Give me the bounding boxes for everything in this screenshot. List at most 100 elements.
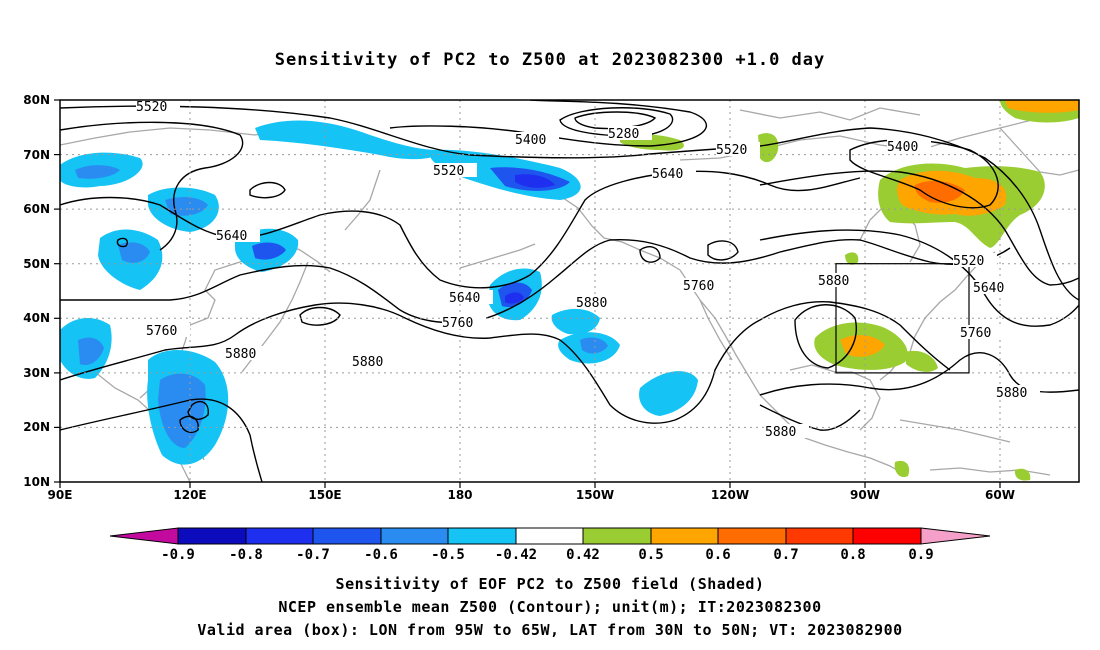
contour-label: 5760 bbox=[442, 316, 473, 331]
contour-label: 5760 bbox=[146, 324, 177, 339]
colorbar bbox=[109, 527, 991, 545]
contour-5760-ring bbox=[639, 246, 661, 263]
contour-5280-inner bbox=[574, 111, 657, 130]
colorbar-box bbox=[515, 527, 584, 545]
lat-label: 60N bbox=[23, 202, 50, 216]
contour-label: 5640 bbox=[652, 167, 683, 182]
shade-neg-china-south-core bbox=[158, 373, 206, 448]
coast-arctic-islands bbox=[739, 107, 921, 121]
contour-5880-east bbox=[759, 352, 1079, 396]
shade-neg-manchuria-core bbox=[252, 242, 286, 260]
contour-5880-sw-na bbox=[759, 404, 861, 431]
colorbar-label: -0.8 bbox=[229, 547, 263, 563]
contour-label: 5880 bbox=[996, 386, 1027, 401]
colorbar-box bbox=[312, 527, 382, 545]
colorbar-box bbox=[380, 527, 449, 545]
longitude-labels: 90E 120E 150E 180 150W 120W 90W 60W bbox=[48, 488, 1015, 502]
footer-line-2: NCEP ensemble mean Z500 (Contour); unit(… bbox=[278, 598, 822, 616]
shade-pos-venezuela bbox=[1014, 468, 1031, 481]
contour-label: 5880 bbox=[818, 274, 849, 289]
lat-label: 40N bbox=[23, 311, 50, 325]
colorbar-box bbox=[785, 527, 854, 545]
colorbar-box bbox=[717, 527, 787, 545]
contour-5880-south bbox=[60, 398, 263, 482]
colorbar-box bbox=[245, 527, 314, 545]
valid-area-box bbox=[835, 263, 970, 374]
contour-5640-east bbox=[759, 170, 1079, 286]
lon-label: 90E bbox=[48, 488, 73, 502]
coast-aleutians bbox=[459, 243, 536, 269]
lat-label: 20N bbox=[23, 420, 50, 434]
colorbar-label: 0.9 bbox=[908, 547, 933, 563]
shade-pos-greenland-orange bbox=[1005, 100, 1079, 113]
contour-label: 5880 bbox=[576, 296, 607, 311]
contour-label: 5760 bbox=[960, 326, 991, 341]
contour-5760-pacific bbox=[299, 306, 341, 326]
colorbar-box bbox=[852, 527, 922, 545]
lon-label: 120W bbox=[711, 488, 749, 502]
lon-label: 120E bbox=[173, 488, 206, 502]
colorbar-label: -0.42 bbox=[495, 547, 537, 563]
contour-label: 5520 bbox=[953, 254, 984, 269]
shade-neg-japan-south-core bbox=[78, 337, 104, 366]
contour-5640-ring bbox=[249, 181, 286, 199]
contour-5520-east bbox=[759, 127, 1079, 301]
footer-line-3: Valid area (box): LON from 95W to 65W, L… bbox=[197, 621, 903, 639]
lat-label: 30N bbox=[23, 366, 50, 380]
contour-label: 5640 bbox=[216, 229, 247, 244]
coast-kamchatka bbox=[344, 169, 381, 231]
contour-5760-main bbox=[60, 238, 1011, 324]
contour-label: 5640 bbox=[973, 281, 1004, 296]
map-frame bbox=[59, 99, 1080, 483]
lat-label: 50N bbox=[23, 257, 50, 271]
contour-5400-north bbox=[389, 100, 708, 147]
colorbar-low-extension bbox=[109, 527, 179, 545]
coast-gulf bbox=[789, 364, 881, 431]
colorbar-label: -0.5 bbox=[431, 547, 465, 563]
lat-label: 80N bbox=[23, 93, 50, 107]
contour-label: 5400 bbox=[515, 133, 546, 148]
colorbar-label: -0.7 bbox=[296, 547, 330, 563]
contour-5280 bbox=[559, 107, 674, 137]
colorbar-label: 0.6 bbox=[705, 547, 730, 563]
footer-line-1: Sensitivity of EOF PC2 to Z500 field (Sh… bbox=[335, 575, 765, 593]
shade-pos-florida bbox=[905, 350, 938, 372]
contour-label: 5520 bbox=[433, 164, 464, 179]
contour-label: 5400 bbox=[887, 140, 918, 155]
colorbar-box bbox=[650, 527, 719, 545]
lat-label: 70N bbox=[23, 148, 50, 162]
contour-ring-ak bbox=[707, 240, 739, 261]
colorbar-box bbox=[177, 527, 247, 545]
colorbar-label: 0.42 bbox=[566, 547, 600, 563]
colorbar-labels: -0.9 -0.8 -0.7 -0.6 -0.5 -0.42 0.42 0.5 … bbox=[161, 547, 934, 563]
contour-5880-us bbox=[794, 304, 857, 369]
grid bbox=[60, 100, 1079, 482]
z500-contours bbox=[60, 100, 1079, 482]
contour-label: 5880 bbox=[352, 355, 383, 370]
lon-label: 150W bbox=[576, 488, 614, 502]
colorbar-box bbox=[447, 527, 517, 545]
contour-label: 5640 bbox=[449, 291, 480, 306]
lon-label: 150E bbox=[308, 488, 341, 502]
contour-5880-west bbox=[60, 300, 951, 424]
coast-caribbean bbox=[899, 419, 1011, 443]
colorbar-box bbox=[582, 527, 652, 545]
lon-label: 60W bbox=[985, 488, 1015, 502]
colorbar-high-extension bbox=[920, 527, 991, 545]
shade-neg-mongolia-core bbox=[118, 242, 150, 263]
colorbar-label: -0.6 bbox=[364, 547, 398, 563]
contour-label: 5520 bbox=[716, 143, 747, 158]
map-title: Sensitivity of PC2 to Z500 at 2023082300… bbox=[274, 50, 826, 70]
shade-pos-canada-east-red bbox=[914, 180, 965, 203]
contour-labels: 5520 5400 5280 5520 5520 5640 5400 5640 … bbox=[136, 99, 1040, 440]
shade-neg-bering-deep bbox=[515, 174, 555, 188]
map-panel bbox=[60, 100, 1079, 482]
negative-sensitivity-shading bbox=[60, 120, 698, 465]
contour-label: 5520 bbox=[136, 100, 167, 115]
contour-label: 5880 bbox=[765, 425, 796, 440]
shade-neg-pacific-1 bbox=[551, 308, 600, 335]
contour-5640-main bbox=[60, 170, 861, 289]
contour-small-ring-1 bbox=[116, 237, 128, 248]
shade-neg-pacific-3 bbox=[639, 371, 698, 416]
